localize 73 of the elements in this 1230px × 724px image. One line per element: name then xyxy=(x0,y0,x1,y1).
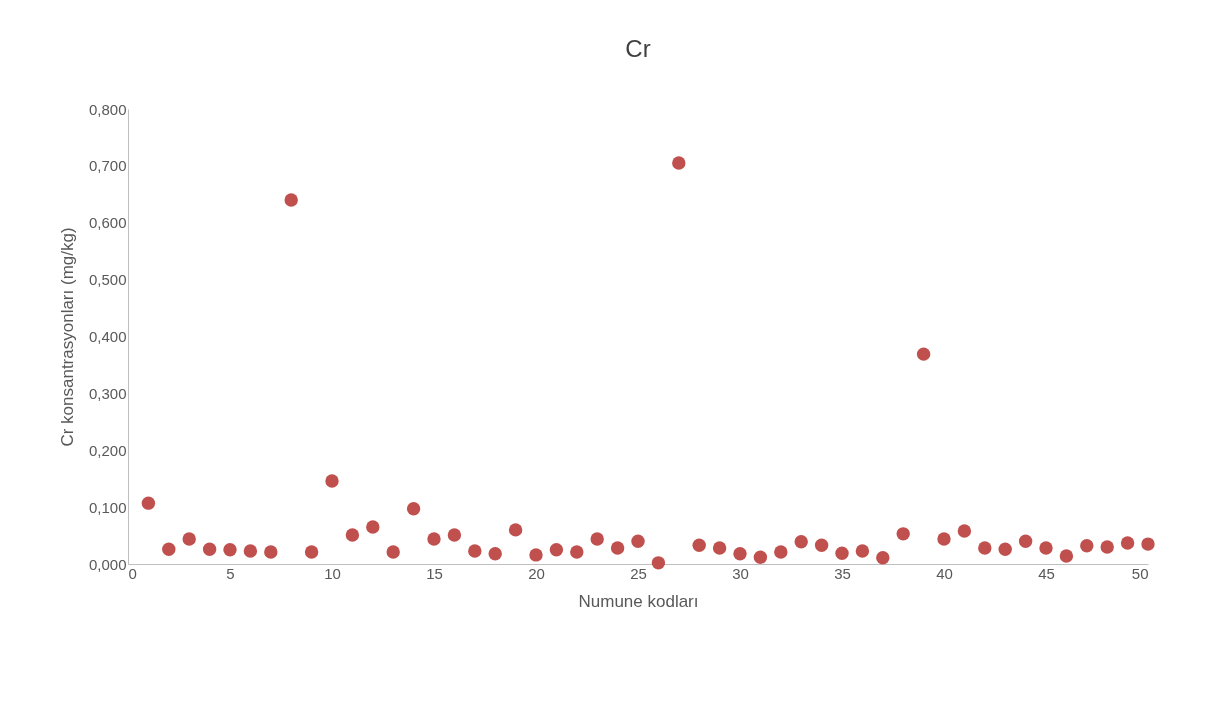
point xyxy=(549,543,564,557)
point xyxy=(1120,536,1135,550)
y-tick-label: 0,800 xyxy=(88,100,127,118)
point xyxy=(712,541,727,555)
y-tick-label: 0,500 xyxy=(88,271,127,289)
point xyxy=(325,474,339,488)
point xyxy=(406,502,421,516)
x-tick-label: 40 xyxy=(936,564,953,582)
point xyxy=(978,541,992,555)
point xyxy=(1100,540,1114,554)
point xyxy=(488,547,502,561)
point xyxy=(468,544,482,558)
x-axis-title: Numune kodları xyxy=(578,591,699,611)
point xyxy=(774,545,788,559)
point xyxy=(223,543,237,557)
point xyxy=(447,528,462,542)
y-tick-label: 0,300 xyxy=(88,384,127,402)
y-axis-title: Cr konsantrasyonları (mg/kg) xyxy=(57,227,77,447)
x-tick-label: 0 xyxy=(128,564,137,582)
point xyxy=(366,520,380,534)
point xyxy=(345,528,360,542)
y-tick-label: 0,600 xyxy=(88,214,127,232)
point xyxy=(672,156,686,170)
point xyxy=(427,532,441,546)
y-tick-label: 0,700 xyxy=(88,157,127,175)
y-tick-label: 0,000 xyxy=(88,555,127,573)
point xyxy=(1080,539,1094,553)
point xyxy=(141,496,156,510)
point xyxy=(916,347,931,361)
point xyxy=(162,542,176,556)
x-tick-label: 50 xyxy=(1131,564,1149,582)
point xyxy=(508,523,523,537)
y-tick-label: 0,200 xyxy=(88,441,127,459)
x-tick-label: 30 xyxy=(732,564,749,582)
point xyxy=(876,551,890,565)
point xyxy=(692,538,706,552)
point xyxy=(610,541,625,555)
x-tick-label: 10 xyxy=(324,564,341,582)
point xyxy=(284,193,298,207)
chart-title: Cr xyxy=(625,35,651,62)
point xyxy=(855,544,870,558)
point xyxy=(1059,549,1074,563)
point xyxy=(753,550,768,564)
x-tick-label: 25 xyxy=(630,564,647,582)
point xyxy=(243,544,258,558)
point xyxy=(1039,541,1053,555)
point xyxy=(529,548,543,562)
point xyxy=(182,532,196,546)
point xyxy=(304,545,319,559)
point xyxy=(202,542,217,556)
point xyxy=(794,535,808,549)
y-tick-label: 0,400 xyxy=(88,328,127,345)
y-tick-label: 0,100 xyxy=(88,498,127,516)
point xyxy=(814,538,829,552)
point xyxy=(651,556,666,570)
x-tick-label: 20 xyxy=(528,564,545,582)
point xyxy=(1141,537,1155,551)
x-tick-label: 15 xyxy=(426,564,443,582)
point xyxy=(386,545,400,559)
point xyxy=(835,546,849,560)
x-tick-label: 35 xyxy=(834,564,851,582)
point xyxy=(570,545,584,559)
point xyxy=(896,527,910,541)
point xyxy=(937,532,951,546)
point xyxy=(264,545,278,559)
point xyxy=(631,534,645,548)
point xyxy=(957,524,972,538)
point xyxy=(1018,534,1033,548)
x-tick-label: 45 xyxy=(1038,564,1055,582)
point xyxy=(590,532,604,546)
point xyxy=(998,542,1012,556)
x-tick-label: 5 xyxy=(226,564,235,582)
point xyxy=(733,547,747,561)
